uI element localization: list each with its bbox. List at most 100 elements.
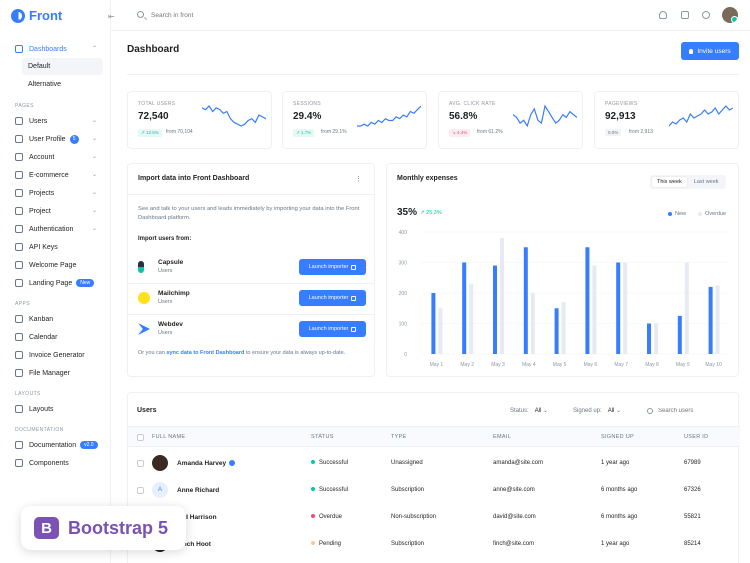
- launch-importer-label: Launch importer: [308, 326, 349, 332]
- row-checkbox[interactable]: [137, 487, 144, 494]
- table-row[interactable]: avid Harrison Overdue Non-subscription davi…: [128, 504, 740, 531]
- sidebar-item-calendar[interactable]: Calendar: [0, 328, 111, 346]
- launch-importer-button[interactable]: Launch importer: [299, 290, 366, 306]
- importer-row-mailchimp: Mailchimp Users Launch importer: [138, 289, 366, 309]
- chevron-down-icon: ⌄: [91, 154, 97, 160]
- user-name: avid Harrison: [175, 514, 217, 521]
- sidebar-item-authentication[interactable]: Authentication ⌄: [0, 220, 111, 238]
- bar-overdue: [654, 323, 658, 354]
- user-email: anne@site.com: [493, 487, 535, 493]
- sidebar-badge: New: [76, 279, 95, 287]
- apps-icon[interactable]: [681, 11, 689, 19]
- tab-this-week[interactable]: This week: [652, 177, 687, 187]
- sidebar-item-account[interactable]: Account ⌄: [0, 148, 111, 166]
- book-icon: [15, 441, 23, 449]
- bar-new: [616, 262, 621, 354]
- front-logo-icon: [11, 8, 25, 23]
- sparkline-path: [513, 104, 577, 128]
- webdev-logo-icon: [138, 323, 150, 335]
- sidebar-item-projects[interactable]: Projects ⌄: [0, 184, 111, 202]
- x-tick-label: May 6: [584, 362, 598, 368]
- x-tick-label: May 1: [430, 362, 444, 368]
- launch-importer-button[interactable]: Launch importer: [299, 321, 366, 337]
- sidebar-item-api-keys[interactable]: API Keys: [0, 238, 111, 256]
- col-user-id[interactable]: USER ID: [684, 434, 709, 440]
- sidebar-item-e-commerce[interactable]: E-commerce ⌄: [0, 166, 111, 184]
- sidebar-collapse-icon[interactable]: ⇤: [108, 12, 115, 21]
- settings-icon[interactable]: [702, 11, 710, 19]
- user-name: Anne Richard: [177, 487, 220, 494]
- chevron-down-icon: ⌄: [616, 408, 622, 414]
- sync-data-link[interactable]: sync data to Front Dashboard: [166, 350, 245, 356]
- sidebar-item-components[interactable]: Components: [0, 454, 111, 472]
- col-email[interactable]: EMAIL: [493, 434, 512, 440]
- select-all-checkbox[interactable]: [137, 434, 144, 441]
- tab-last-week[interactable]: Last week: [693, 179, 719, 185]
- status-filter-value: All: [534, 408, 542, 414]
- import-footer-post: to ensure your data is always up-to-date…: [245, 350, 346, 356]
- launch-importer-label: Launch importer: [308, 295, 349, 301]
- user-status-label: Successful: [319, 487, 349, 493]
- sidebar-item-invoice-generator[interactable]: Invoice Generator: [0, 346, 111, 364]
- user-signed-up: 1 year ago: [601, 460, 630, 466]
- sidebar-subitem-alternative[interactable]: Alternative: [28, 81, 62, 88]
- sidebar-item-dashboards[interactable]: Dashboards ⌃: [0, 40, 111, 58]
- table-row[interactable]: Finch Hoot Pending Subscription finch@site.…: [128, 531, 740, 558]
- status-filter[interactable]: Status: All ⌄: [510, 407, 548, 414]
- avatar[interactable]: [722, 7, 738, 23]
- bell-icon[interactable]: [659, 11, 667, 19]
- row-checkbox[interactable]: [137, 460, 144, 467]
- table-row[interactable]: Amanda Harvey Successful Unassigned amanda@…: [128, 450, 740, 477]
- users-title: Users: [137, 407, 157, 414]
- sidebar-item-landing-page[interactable]: Landing Page New: [0, 274, 111, 292]
- sparkline: [669, 105, 733, 127]
- more-options-icon[interactable]: ⋮: [355, 176, 362, 183]
- sidebar-item-file-manager[interactable]: File Manager: [0, 364, 111, 382]
- status-dot: [311, 514, 315, 519]
- chevron-down-icon: ⌃: [91, 46, 97, 52]
- account-icon: [15, 153, 23, 161]
- bar-new: [585, 247, 590, 354]
- table-row[interactable]: A Anne Richard Successful Subscription anne@…: [128, 477, 740, 504]
- import-subtitle: Import users from:: [138, 236, 192, 242]
- launch-importer-button[interactable]: Launch importer: [299, 259, 366, 275]
- files-icon: [15, 369, 23, 377]
- sidebar-item-layouts[interactable]: Layouts: [0, 400, 111, 418]
- expenses-value: 35%: [397, 207, 418, 218]
- topbar: [111, 0, 750, 31]
- mailchimp-logo-icon: [138, 292, 150, 304]
- search-input[interactable]: [151, 9, 301, 22]
- sidebar-nav: Dashboards ⌃ Default Alternative PAGES Users ⌄…: [0, 40, 111, 472]
- sidebar-item-welcome-page[interactable]: Welcome Page: [0, 256, 111, 274]
- layouts-icon: [15, 405, 23, 413]
- col-type[interactable]: TYPE: [391, 434, 407, 440]
- user-id: 67989: [684, 460, 701, 466]
- user-type: Unassigned: [391, 460, 423, 466]
- stat-change: ↗ 1.7%: [293, 129, 315, 137]
- x-tick-label: May 10: [705, 362, 722, 368]
- brand[interactable]: Front: [11, 8, 62, 23]
- stat-value: 56.8%: [449, 111, 478, 122]
- external-link-icon: [351, 326, 357, 332]
- sidebar-item-label: Projects: [29, 189, 55, 197]
- sidebar-item-user-profile[interactable]: User Profile 5 ⌄: [0, 130, 111, 148]
- signed-up-filter[interactable]: Signed up: All ⌄: [573, 407, 621, 414]
- week-toggle: This week Last week: [650, 175, 726, 189]
- sidebar-item-label: File Manager: [29, 369, 70, 377]
- sidebar-item-documentation[interactable]: Documentation v2.0: [0, 436, 111, 454]
- invite-users-button[interactable]: Invite users: [681, 42, 739, 60]
- col-signed-up[interactable]: SIGNED UP: [601, 434, 634, 440]
- sidebar-section-layouts: LAYOUTS: [15, 391, 41, 397]
- col-status[interactable]: STATUS: [311, 434, 334, 440]
- sparkline: [357, 105, 421, 127]
- sidebar-item-kanban[interactable]: Kanban: [0, 310, 111, 328]
- sidebar-item-project[interactable]: Project ⌄: [0, 202, 111, 220]
- sidebar-item-label: Documentation: [29, 441, 77, 449]
- sidebar-item-users[interactable]: Users ⌄: [0, 112, 111, 130]
- sidebar-subitem-default[interactable]: Default: [22, 58, 103, 75]
- users-search-input[interactable]: [658, 405, 728, 416]
- person-add-icon: [689, 48, 694, 54]
- col-full-name[interactable]: FULL NAME: [152, 434, 186, 440]
- sidebar-section-documentation: DOCUMENTATION: [15, 427, 64, 433]
- sidebar-item-label: User Profile: [29, 135, 66, 143]
